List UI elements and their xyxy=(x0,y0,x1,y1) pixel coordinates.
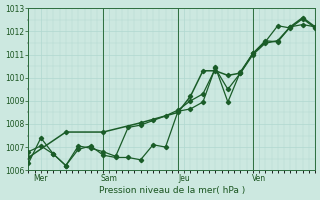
X-axis label: Pression niveau de la mer( hPa ): Pression niveau de la mer( hPa ) xyxy=(99,186,245,195)
